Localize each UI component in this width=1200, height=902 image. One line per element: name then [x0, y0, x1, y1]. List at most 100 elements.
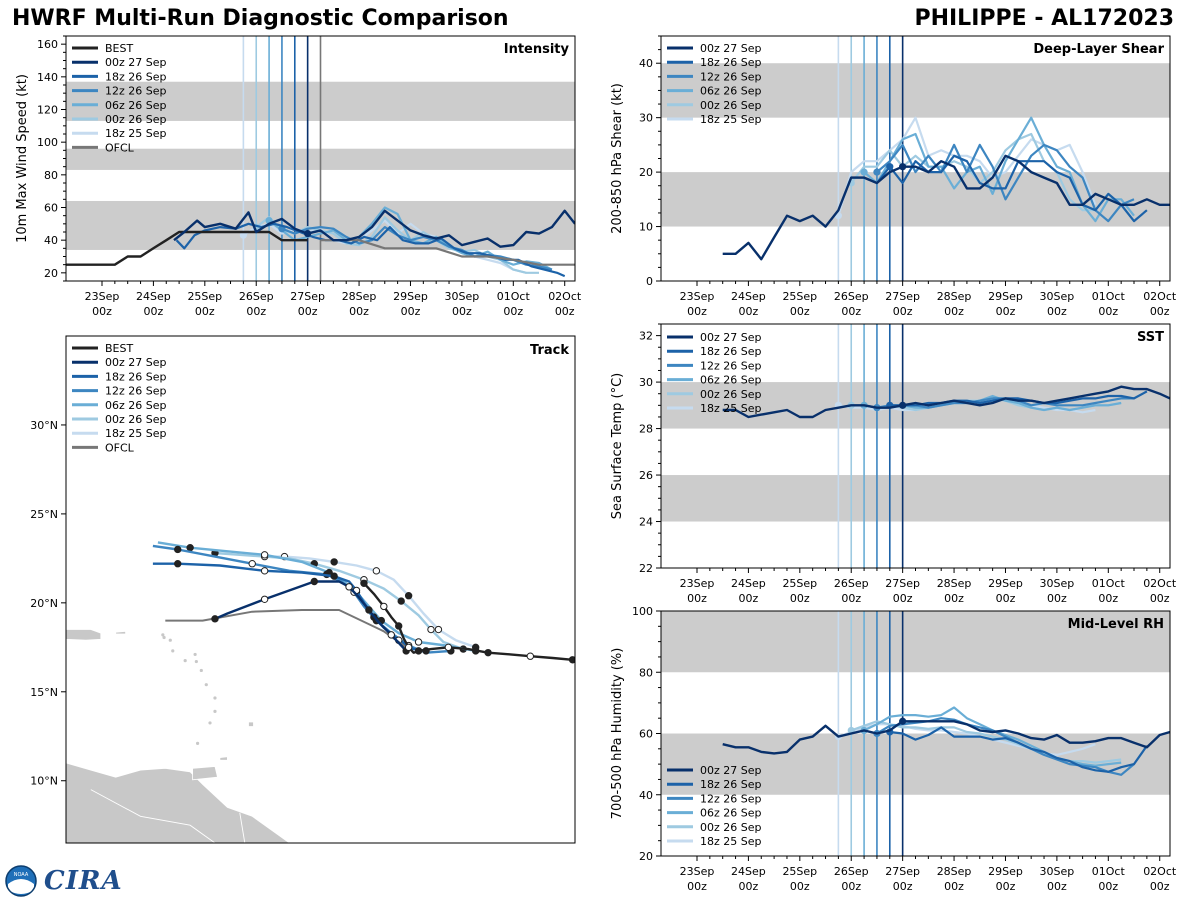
series-line-06z-26-sep: [863, 116, 1135, 223]
y-tick-label: 26: [639, 469, 653, 482]
x-tick-label: 00z: [1047, 592, 1067, 605]
lat-tick-label: 15°N: [30, 686, 58, 699]
x-tick-label: 02Oct: [548, 290, 582, 303]
x-tick-label: 00z: [1150, 305, 1170, 318]
y-axis-label: 200-850 hPa Shear (kt): [610, 83, 625, 234]
x-tick-label: 00z: [841, 305, 861, 318]
panel-title: Mid-Level RH: [1068, 617, 1164, 632]
panel-sst: 22 24 26 28 30 32 23Sep 00z 24Sep 00z 25Sep 00z 26Se…: [610, 323, 1177, 605]
track-line-ofcl: [165, 609, 407, 649]
x-tick-label: 27Sep: [290, 290, 325, 303]
legend-label: 06z 26 Sep: [700, 374, 762, 387]
x-tick-label: 23Sep: [85, 290, 120, 303]
legend-label: 18z 26 Sep: [700, 778, 762, 791]
init-marker: [899, 163, 907, 171]
x-tick-label: 00z: [790, 592, 810, 605]
track-point: [397, 597, 405, 605]
panel-title: Track: [530, 343, 569, 358]
x-tick-label: 30Sep: [1040, 290, 1075, 303]
x-tick-label: 27Sep: [885, 290, 920, 303]
track-point: [174, 560, 182, 568]
legend-label: BEST: [105, 42, 133, 55]
y-tick-label: 30: [639, 376, 653, 389]
y-tick-label: 20: [639, 850, 653, 863]
y-tick-label: 10: [639, 221, 653, 234]
track-point: [365, 606, 373, 614]
lat-tick-label: 10°N: [30, 775, 58, 788]
x-tick-label: 23Sep: [680, 290, 715, 303]
init-marker: [304, 230, 312, 238]
track-point: [360, 579, 368, 587]
x-tick-label: 00z: [144, 305, 164, 318]
track-point: [387, 631, 395, 639]
y-tick-label: 60: [639, 728, 653, 741]
legend-label: 12z 26 Sep: [105, 85, 167, 98]
x-tick-label: 00z: [687, 592, 707, 605]
legend-label: 00z 27 Sep: [700, 42, 762, 55]
y-tick-label: 80: [44, 169, 58, 182]
x-tick-label: 00z: [944, 880, 964, 893]
island: [213, 696, 217, 700]
legend-label: 00z 26 Sep: [700, 99, 762, 112]
panel-title: Deep-Layer Shear: [1033, 42, 1164, 57]
y-tick-label: 40: [44, 234, 58, 247]
series-line-12z-26-sep: [876, 143, 1135, 223]
track-point: [330, 558, 338, 566]
legend-label: 18z 25 Sep: [105, 127, 167, 140]
plot-area: [722, 36, 1170, 281]
land-mass: [219, 756, 228, 761]
init-marker: [899, 401, 907, 409]
legend-label: 18z 25 Sep: [700, 402, 762, 415]
series-line-00z-27-sep: [173, 209, 575, 248]
y-axis-label: 10m Max Wind Speed (kt): [15, 74, 30, 243]
track-point: [310, 577, 318, 586]
track-line-00z-26-sep: [214, 551, 464, 651]
lat-tick-label: 20°N: [30, 597, 58, 610]
panel-title: SST: [1137, 330, 1164, 345]
track-point: [484, 648, 492, 657]
x-tick-label: 00z: [92, 305, 112, 318]
x-tick-label: 00z: [841, 592, 861, 605]
track-point: [330, 572, 338, 580]
plot-area: [722, 324, 1170, 568]
x-tick-label: 26Sep: [834, 577, 869, 590]
x-tick-label: 26Sep: [834, 865, 869, 878]
track-point: [380, 602, 388, 611]
legend-label: 18z 25 Sep: [700, 835, 762, 848]
track-line-best: [363, 582, 573, 661]
island: [162, 635, 166, 640]
y-tick-label: 20: [44, 267, 58, 280]
track-point: [444, 643, 453, 652]
figure-title: HWRF Multi-Run Diagnostic Comparison: [12, 6, 509, 31]
y-axis-label: 700-500 hPa Humidity (%): [610, 648, 625, 820]
x-tick-label: 28Sep: [342, 290, 377, 303]
x-tick-label: 00z: [1150, 592, 1170, 605]
legend-label: 12z 26 Sep: [700, 359, 762, 372]
x-tick-label: 00z: [739, 880, 759, 893]
track-point: [345, 583, 353, 591]
noaa-badge-text: NOAA: [14, 872, 29, 878]
x-tick-label: 00z: [996, 880, 1016, 893]
x-tick-label: 25Sep: [782, 577, 817, 590]
x-tick-label: 24Sep: [136, 290, 171, 303]
legend-label: OFCL: [105, 441, 135, 454]
legend-label: 00z 27 Sep: [700, 764, 762, 777]
track-point: [568, 656, 575, 664]
series-line-00z-27-sep: [722, 385, 1170, 419]
x-tick-label: 24Sep: [731, 865, 766, 878]
plot-area: [66, 36, 575, 281]
x-tick-label: 00z: [1150, 880, 1170, 893]
track-line-18z-25-sep: [264, 555, 477, 649]
x-tick-label: 28Sep: [937, 290, 972, 303]
series-line-18z-26-sep: [851, 154, 1148, 223]
series-line-00z-27-sep: [722, 720, 1170, 755]
legend-label: 12z 26 Sep: [700, 792, 762, 805]
map-frame: [65, 335, 576, 844]
x-tick-label: 30Sep: [1040, 865, 1075, 878]
land-mass: [66, 629, 102, 641]
x-tick-label: 00z: [790, 880, 810, 893]
border-line: [239, 812, 246, 843]
